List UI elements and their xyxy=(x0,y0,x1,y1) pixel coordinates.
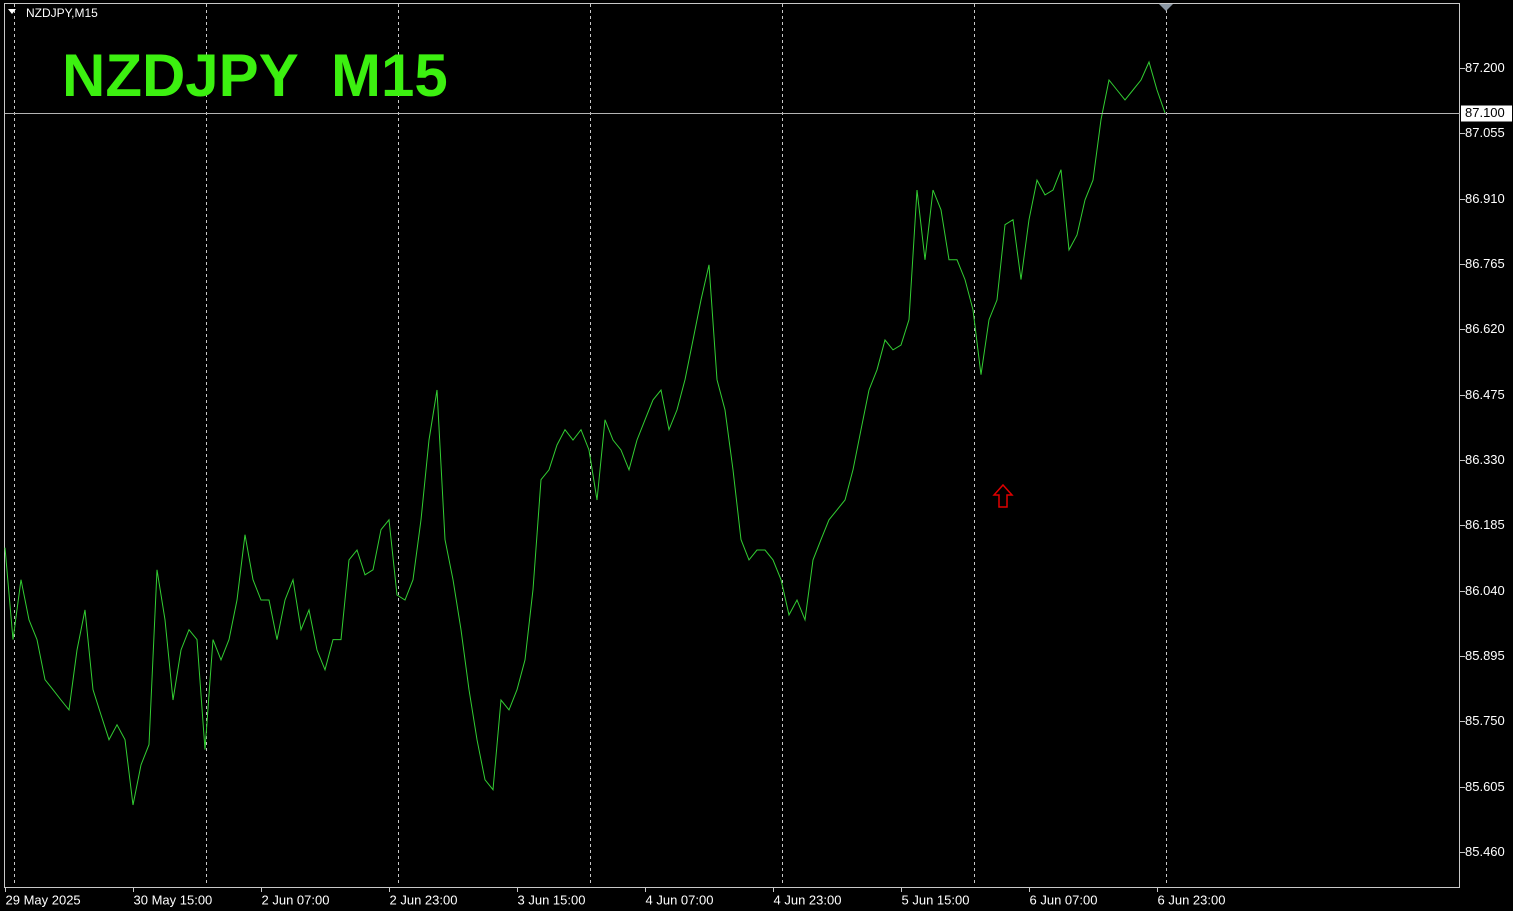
y-tick-label: 86.620 xyxy=(1465,321,1505,336)
x-tick-label: 4 Jun 07:00 xyxy=(646,892,714,907)
y-tick-label: 87.055 xyxy=(1465,125,1505,140)
plot-frame xyxy=(4,3,1460,888)
y-tick-label: 86.185 xyxy=(1465,517,1505,532)
shift-marker xyxy=(1159,4,1173,11)
y-tick-label: 86.330 xyxy=(1465,452,1505,467)
menu-arrow[interactable] xyxy=(8,9,16,14)
y-tick-label: 85.750 xyxy=(1465,713,1505,728)
chart-layer: 85.460 85.605 85.750 85.895 86.040 86.185 86.3… xyxy=(4,60,1512,907)
y-tick-label: 86.910 xyxy=(1465,191,1505,206)
current-price-box xyxy=(1461,105,1512,122)
symbol-header: NZDJPY,M15 xyxy=(26,6,98,20)
x-tick-label: 3 Jun 15:00 xyxy=(518,892,586,907)
y-tick-label: 85.460 xyxy=(1465,844,1505,859)
x-tick-label: 6 Jun 23:00 xyxy=(1158,892,1226,907)
x-tick-label: 29 May 2025 xyxy=(6,892,81,907)
buy-arrow xyxy=(992,483,1014,508)
y-tick-label: 85.605 xyxy=(1465,779,1505,794)
current-price-label: 87.100 xyxy=(1465,105,1505,120)
y-tick-label: 85.895 xyxy=(1465,648,1505,663)
price-line-series xyxy=(4,60,1166,806)
x-tick-label: 30 May 15:00 xyxy=(134,892,213,907)
x-tick-label: 5 Jun 15:00 xyxy=(902,892,970,907)
day-separators xyxy=(14,4,1167,886)
y-tick-label: 86.765 xyxy=(1465,256,1505,271)
x-tick-label: 4 Jun 23:00 xyxy=(774,892,842,907)
y-tick-label: 87.200 xyxy=(1465,60,1505,75)
x-tick-label: 6 Jun 07:00 xyxy=(1030,892,1098,907)
x-tick-label: 2 Jun 23:00 xyxy=(390,892,458,907)
y-tick-label: 86.475 xyxy=(1465,387,1505,402)
chart-title: NZDJPY M15 xyxy=(62,42,448,109)
y-tick-label: 86.040 xyxy=(1465,583,1505,598)
x-tick-label: 2 Jun 07:00 xyxy=(262,892,330,907)
